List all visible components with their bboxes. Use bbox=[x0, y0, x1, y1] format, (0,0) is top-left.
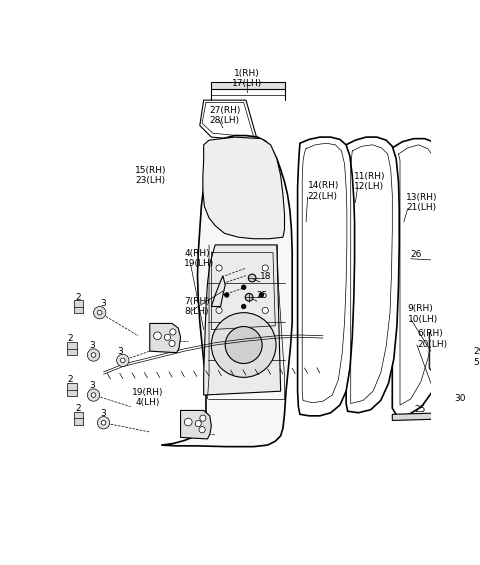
Text: 2: 2 bbox=[68, 375, 73, 384]
Text: 9(RH)
10(LH): 9(RH) 10(LH) bbox=[408, 305, 438, 324]
Text: 26: 26 bbox=[411, 250, 422, 259]
Circle shape bbox=[225, 293, 229, 297]
Polygon shape bbox=[439, 253, 480, 287]
Text: 3: 3 bbox=[89, 381, 95, 390]
Text: 4(RH)
19(LH): 4(RH) 19(LH) bbox=[184, 249, 215, 268]
Circle shape bbox=[248, 274, 256, 282]
Text: 30: 30 bbox=[454, 394, 466, 403]
Polygon shape bbox=[446, 407, 480, 416]
Polygon shape bbox=[346, 137, 399, 413]
Text: 18: 18 bbox=[260, 272, 271, 281]
Text: 7(RH)
8(LH): 7(RH) 8(LH) bbox=[184, 297, 210, 316]
Text: 1(RH)
17(LH): 1(RH) 17(LH) bbox=[232, 69, 262, 88]
Circle shape bbox=[245, 293, 253, 301]
Circle shape bbox=[195, 420, 201, 427]
Text: 3: 3 bbox=[89, 341, 95, 350]
Circle shape bbox=[94, 306, 106, 319]
Polygon shape bbox=[211, 82, 285, 89]
Text: 14(RH)
22(LH): 14(RH) 22(LH) bbox=[308, 181, 339, 201]
Polygon shape bbox=[204, 245, 281, 395]
Polygon shape bbox=[463, 357, 472, 367]
Text: 27(RH)
28(LH): 27(RH) 28(LH) bbox=[209, 106, 240, 125]
Circle shape bbox=[87, 349, 100, 361]
Circle shape bbox=[200, 415, 206, 421]
Polygon shape bbox=[392, 138, 447, 416]
Circle shape bbox=[117, 354, 129, 367]
Text: 19(RH)
4(LH): 19(RH) 4(LH) bbox=[132, 388, 163, 407]
Circle shape bbox=[154, 332, 161, 340]
Polygon shape bbox=[67, 342, 77, 355]
Circle shape bbox=[91, 353, 96, 357]
Circle shape bbox=[101, 420, 106, 425]
Circle shape bbox=[120, 358, 125, 363]
Circle shape bbox=[241, 304, 246, 309]
Circle shape bbox=[87, 389, 100, 401]
Circle shape bbox=[170, 329, 176, 335]
Polygon shape bbox=[161, 136, 292, 447]
Text: 3: 3 bbox=[100, 299, 106, 308]
Polygon shape bbox=[73, 412, 83, 425]
Text: 13(RH)
21(LH): 13(RH) 21(LH) bbox=[406, 193, 438, 212]
Text: 6(RH)
20(LH): 6(RH) 20(LH) bbox=[417, 329, 447, 349]
Circle shape bbox=[216, 265, 222, 271]
Polygon shape bbox=[67, 383, 77, 396]
Polygon shape bbox=[211, 276, 225, 306]
Text: 11(RH)
12(LH): 11(RH) 12(LH) bbox=[354, 172, 385, 192]
Text: 5: 5 bbox=[473, 358, 479, 367]
Text: 2: 2 bbox=[75, 293, 81, 302]
Text: 15(RH)
23(LH): 15(RH) 23(LH) bbox=[135, 166, 167, 185]
Polygon shape bbox=[462, 351, 471, 359]
Circle shape bbox=[225, 327, 262, 363]
Text: 2: 2 bbox=[75, 403, 81, 412]
Text: 3: 3 bbox=[101, 409, 107, 418]
Polygon shape bbox=[150, 323, 180, 353]
Polygon shape bbox=[73, 300, 83, 313]
Polygon shape bbox=[200, 100, 258, 141]
Circle shape bbox=[262, 265, 268, 271]
Text: 29: 29 bbox=[473, 347, 480, 355]
Polygon shape bbox=[180, 410, 211, 439]
Polygon shape bbox=[429, 329, 434, 372]
Polygon shape bbox=[462, 367, 480, 374]
Circle shape bbox=[184, 418, 192, 426]
Text: 25: 25 bbox=[257, 291, 268, 300]
Text: 3: 3 bbox=[117, 347, 122, 355]
Circle shape bbox=[433, 415, 441, 423]
Circle shape bbox=[262, 307, 268, 314]
Circle shape bbox=[169, 340, 175, 346]
Circle shape bbox=[97, 416, 110, 429]
Circle shape bbox=[216, 307, 222, 314]
Circle shape bbox=[97, 310, 102, 315]
Circle shape bbox=[164, 334, 170, 340]
Text: 25: 25 bbox=[414, 405, 425, 414]
Circle shape bbox=[91, 393, 96, 397]
Circle shape bbox=[259, 293, 264, 297]
Circle shape bbox=[211, 312, 276, 377]
Text: 2: 2 bbox=[68, 334, 73, 344]
Polygon shape bbox=[298, 137, 355, 416]
Circle shape bbox=[199, 427, 205, 433]
Polygon shape bbox=[203, 137, 285, 239]
Polygon shape bbox=[392, 413, 446, 420]
Circle shape bbox=[241, 285, 246, 289]
